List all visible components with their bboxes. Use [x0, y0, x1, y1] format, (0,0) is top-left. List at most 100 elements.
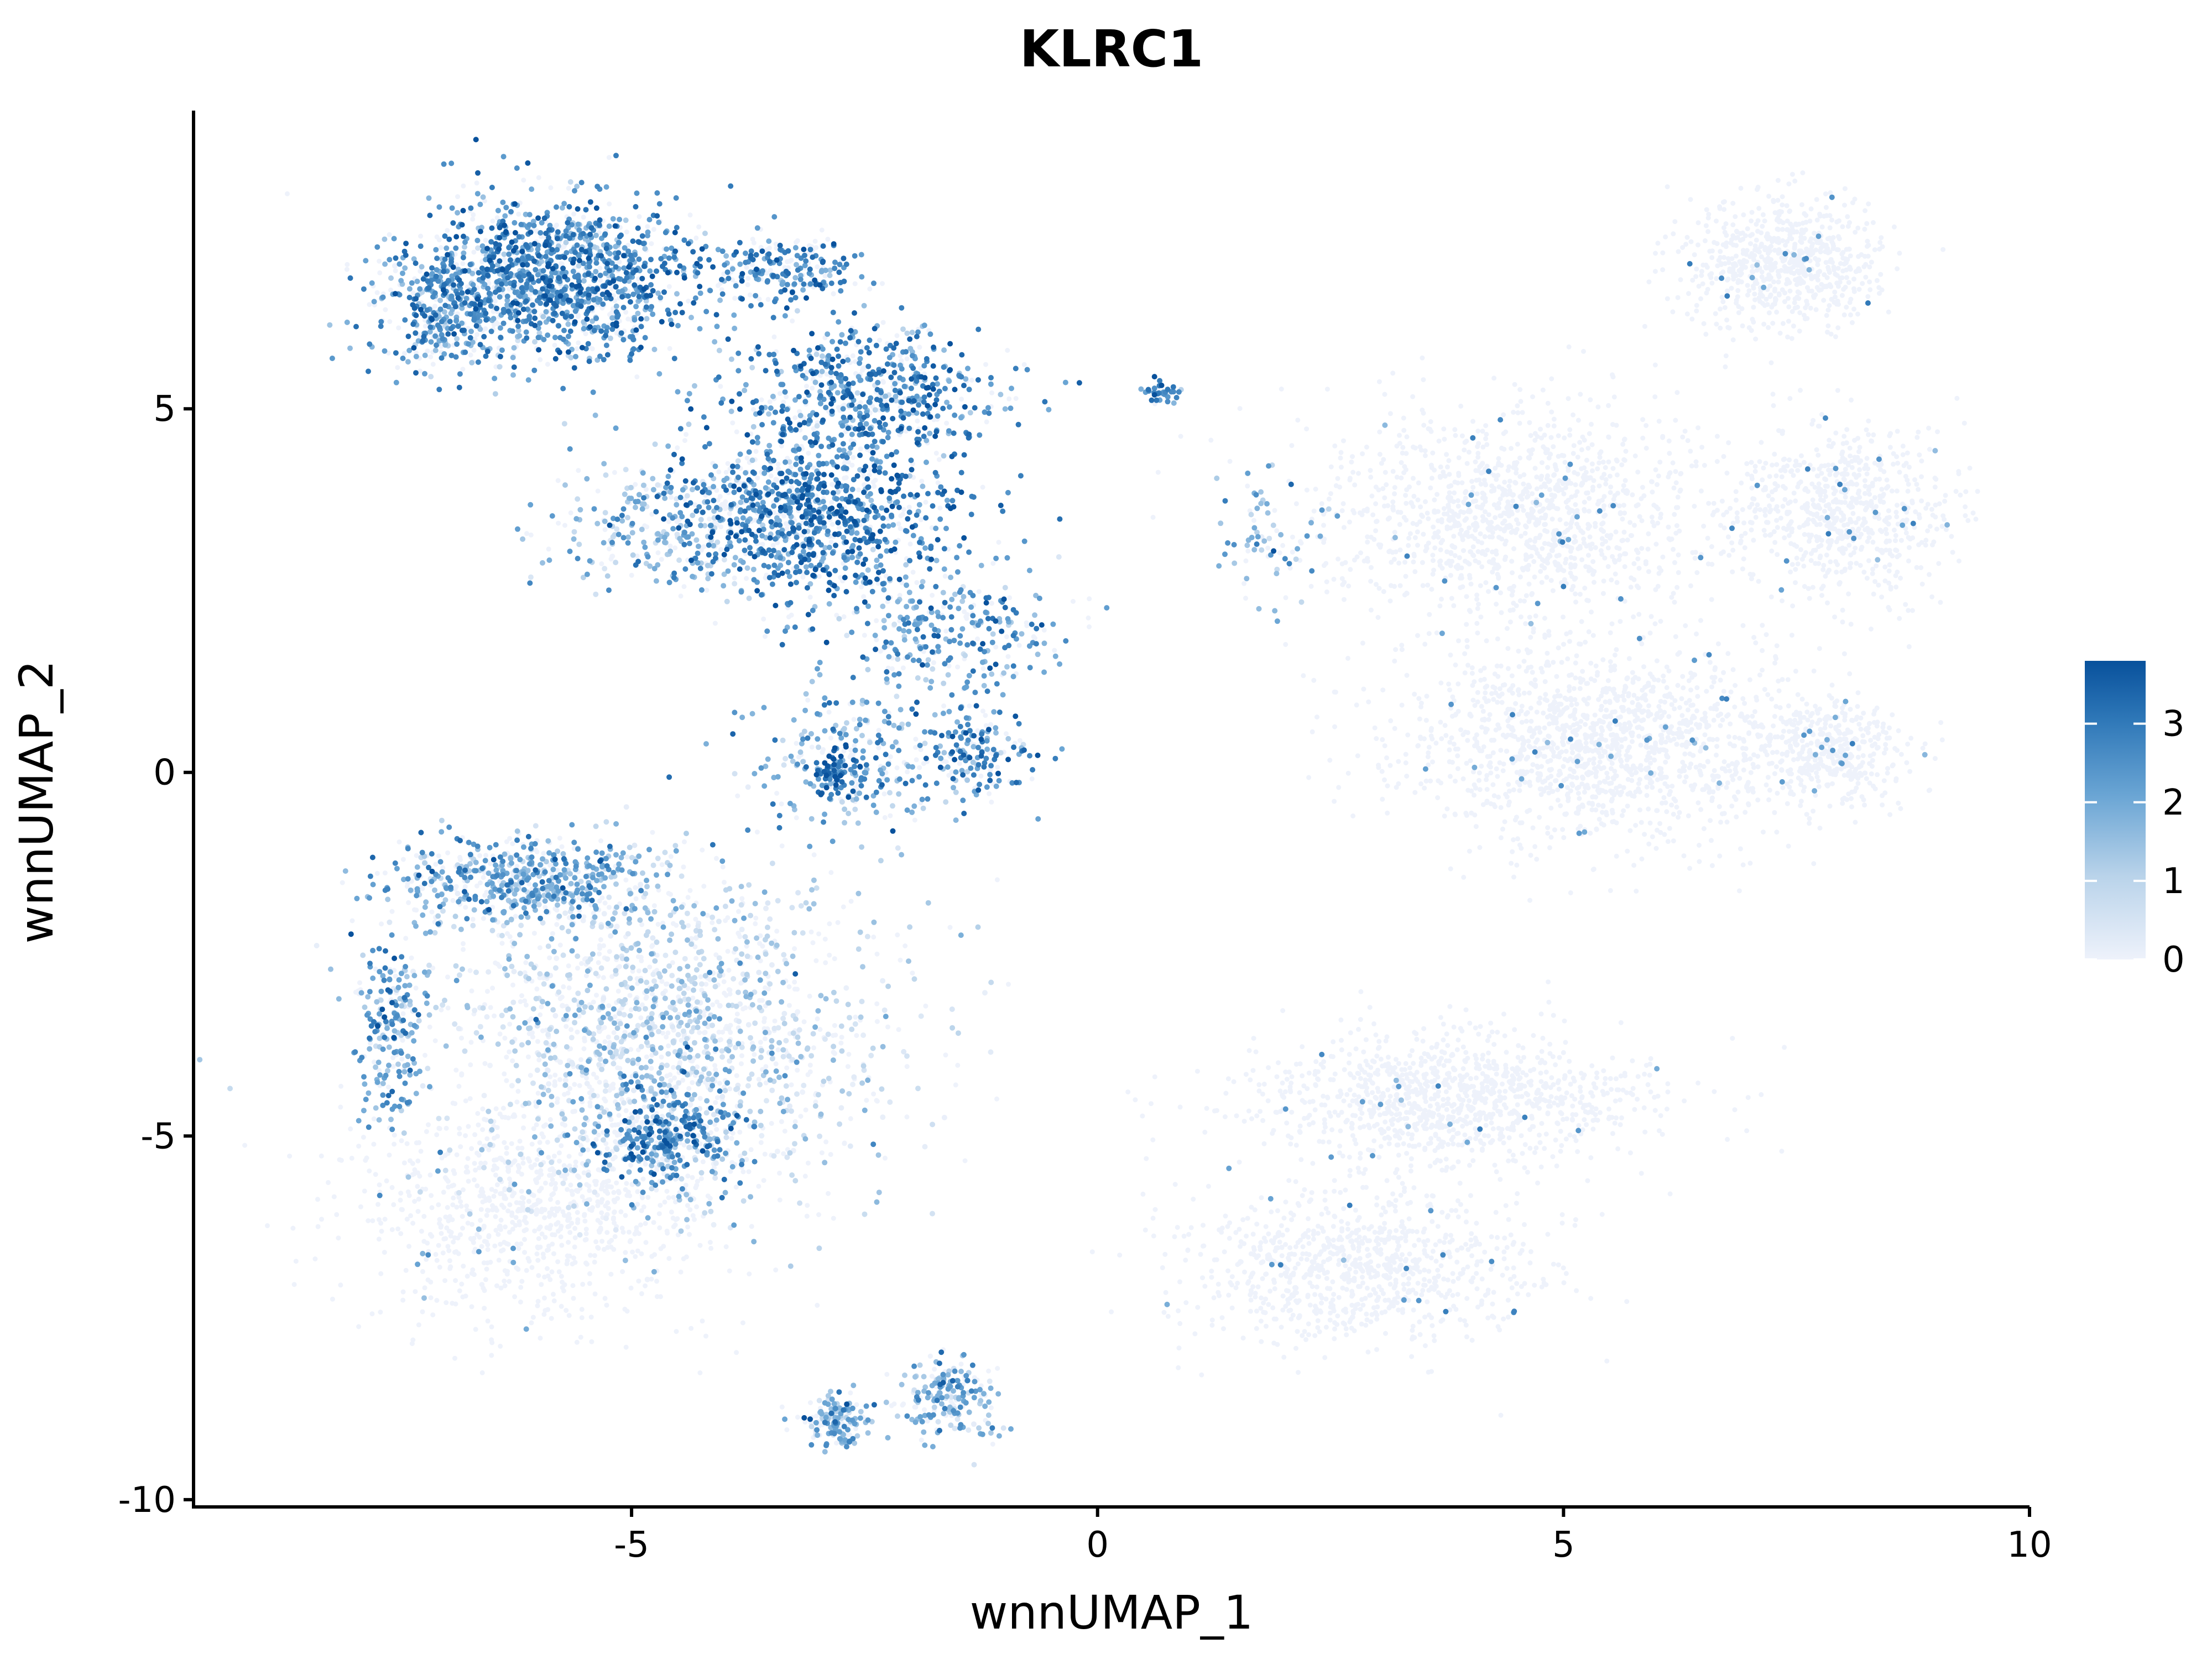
cell-point — [675, 445, 680, 451]
cell-point — [1498, 805, 1504, 810]
cell-point — [1616, 694, 1621, 699]
cell-point — [659, 557, 664, 562]
cell-point — [1366, 699, 1371, 705]
cell-point — [1900, 452, 1906, 457]
cell-point — [1856, 286, 1862, 292]
cell-point — [1871, 591, 1876, 597]
cell-point — [1313, 487, 1318, 492]
cell-point — [1830, 235, 1836, 240]
cell-point — [1970, 510, 1976, 516]
cell-point — [1538, 773, 1543, 778]
cell-point — [1532, 844, 1538, 849]
cell-point — [1818, 542, 1824, 548]
cell-point — [1715, 701, 1720, 707]
cell-point — [1827, 282, 1833, 288]
cell-point — [1783, 242, 1788, 248]
cell-point — [1504, 626, 1510, 631]
cell-point — [1770, 750, 1775, 755]
cell-point — [1453, 662, 1458, 667]
cell-point — [1551, 660, 1556, 665]
cell-point — [1847, 671, 1853, 676]
cell-point — [1723, 364, 1728, 369]
cell-point — [468, 352, 473, 358]
cell-point — [1605, 744, 1610, 749]
cell-point — [1849, 519, 1854, 525]
cell-point — [1464, 461, 1470, 466]
cell-point — [1464, 622, 1469, 627]
cell-point — [1665, 735, 1671, 740]
cell-point — [936, 457, 942, 462]
cell-point — [1464, 644, 1470, 650]
cell-point — [1530, 394, 1535, 399]
cell-point — [1865, 238, 1870, 244]
cell-point — [942, 573, 948, 579]
cell-point — [1818, 554, 1823, 559]
cell-point — [1596, 500, 1601, 505]
cell-point — [1575, 455, 1580, 460]
cell-point — [1542, 615, 1547, 621]
cell-point — [1740, 507, 1745, 512]
cell-point — [944, 420, 950, 426]
cell-point — [831, 291, 836, 296]
cell-point — [1476, 441, 1481, 446]
cell-point — [545, 362, 550, 367]
cell-point — [1550, 517, 1555, 522]
cell-point — [1840, 441, 1846, 446]
cell-point — [1792, 296, 1798, 302]
cell-point — [1587, 534, 1593, 540]
cell-point — [1368, 468, 1373, 473]
cell-point — [1421, 377, 1426, 383]
cell-point — [1425, 510, 1430, 516]
cell-point — [1622, 564, 1627, 570]
cell-point — [1660, 250, 1666, 255]
cell-point — [1660, 267, 1666, 273]
cell-point — [1845, 214, 1850, 220]
cell-point — [1473, 515, 1478, 520]
cell-point — [1886, 568, 1892, 573]
cell-point — [1780, 287, 1785, 293]
cell-point — [1827, 259, 1833, 264]
cell-point — [1760, 212, 1766, 217]
cell-point — [1858, 546, 1864, 552]
cell-point — [1759, 274, 1765, 280]
cell-point — [1725, 651, 1731, 656]
cell-point — [1519, 534, 1524, 539]
cell-point — [1808, 305, 1813, 311]
cell-point — [959, 397, 964, 402]
cell-point — [1893, 533, 1898, 538]
cell-point — [1886, 521, 1891, 527]
cell-point — [1453, 747, 1458, 752]
cell-point — [1458, 727, 1463, 733]
cell-point — [1796, 276, 1801, 281]
cell-point — [1393, 647, 1399, 653]
cell-point — [1707, 272, 1713, 278]
cell-point — [894, 333, 900, 338]
cell-point — [1887, 812, 1893, 817]
cell-point — [1694, 308, 1699, 314]
cell-point — [1864, 221, 1870, 226]
cell-point — [1736, 310, 1741, 315]
cell-point — [1715, 641, 1721, 646]
cell-point — [1916, 487, 1921, 492]
cell-point — [1545, 831, 1551, 836]
cell-point — [812, 238, 818, 244]
cell-point — [344, 267, 349, 272]
cell-point — [1427, 612, 1432, 617]
cell-point — [1486, 589, 1491, 594]
cell-point — [933, 451, 939, 456]
cell-point — [1865, 294, 1871, 299]
cell-point — [1561, 614, 1566, 620]
cell-point — [1720, 717, 1725, 723]
cell-point — [1751, 538, 1756, 543]
cell-point — [1657, 788, 1663, 794]
cell-point — [1718, 255, 1723, 260]
cell-point — [637, 214, 642, 220]
cell-point — [1458, 403, 1464, 409]
cell-point — [1772, 660, 1777, 666]
cell-point — [1868, 627, 1874, 632]
cell-point — [988, 722, 993, 727]
cell-point — [667, 543, 673, 549]
cell-point — [1571, 686, 1577, 691]
cell-point — [1698, 807, 1704, 812]
cell-point — [1752, 280, 1758, 285]
